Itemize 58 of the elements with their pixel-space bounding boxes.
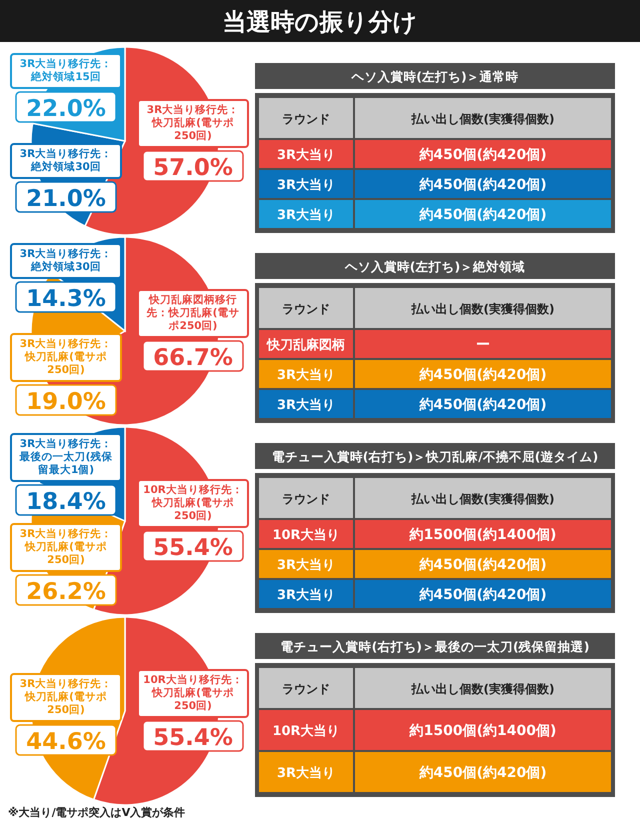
data-label: 57.0% xyxy=(153,155,233,181)
text: 快刀乱麻図柄 xyxy=(266,337,345,353)
slice-label: 3R大当り移行先：快刀乱麻(電サポ250回) xyxy=(10,333,122,382)
text: 3R大当り xyxy=(276,398,336,413)
text: 3R大当り xyxy=(276,368,336,383)
text: 約1500個(約1400個) xyxy=(408,723,556,739)
text: 3R大当り xyxy=(276,558,336,573)
text: 約450個(約420個) xyxy=(418,367,547,383)
slice-label: 10R大当り移行先：快刀乱麻(電サポ250回) xyxy=(137,479,249,528)
data-label: 18.4% xyxy=(26,489,106,515)
text: ラウンド xyxy=(282,302,330,316)
text: 約450個(約420個) xyxy=(418,177,547,193)
text: 3R大当り xyxy=(276,766,336,781)
slice-label: 3R大当り移行先：快刀乱麻(電サポ250回) xyxy=(137,99,249,148)
data-label: 55.4% xyxy=(153,535,233,561)
text: ー xyxy=(476,337,490,353)
text: ヘソ入賞時(左打ち)＞通常時 xyxy=(350,69,519,84)
slice-label: 3R大当り移行先：快刀乱麻(電サポ250回) xyxy=(10,523,122,572)
slice-label: 3R大当り移行先：絶対領域15回 xyxy=(10,53,122,89)
text: 電チュー入賞時(右打ち)＞最後の一太刀(残保留抽選) xyxy=(280,639,590,654)
text: 約450個(約420個) xyxy=(418,147,547,163)
slice-label: 10R大当り移行先：快刀乱麻(電サポ250回) xyxy=(137,669,249,718)
text: 払い出し個数(実獲得個数) xyxy=(410,302,554,316)
text: 約450個(約420個) xyxy=(418,587,547,603)
text: 約1500個(約1400個) xyxy=(408,527,556,543)
slice-label: 3R大当り移行先：絶対領域30回 xyxy=(10,143,122,179)
data-label: 22.0% xyxy=(26,96,106,122)
text: 払い出し個数(実獲得個数) xyxy=(410,112,554,126)
text: 電チュー入賞時(右打ち)＞快刀乱麻/不撓不屈(遊タイム) xyxy=(272,449,598,464)
text: ラウンド xyxy=(282,682,330,696)
data-label: 19.0% xyxy=(26,389,106,415)
data-label: 21.0% xyxy=(26,186,106,212)
data-label: 44.6% xyxy=(26,729,106,755)
data-label: 66.7% xyxy=(153,345,233,371)
text: 約450個(約420個) xyxy=(418,765,547,781)
text: 3R大当り xyxy=(276,178,336,193)
text: ※大当り/電サポ突入はV入賞が条件 xyxy=(8,806,186,819)
slice-label: 3R大当り移行先：最後の一太刀(残保留最大1個) xyxy=(10,433,122,482)
text: 払い出し個数(実獲得個数) xyxy=(410,492,554,506)
text: 3R大当り xyxy=(276,588,336,603)
data-label: 14.3% xyxy=(26,286,106,312)
slice-label: 快刀乱麻図柄移行先：快刀乱麻(電サポ250回) xyxy=(137,289,249,338)
text: ヘソ入賞時(左打ち)＞絶対領域 xyxy=(344,259,526,274)
text: 10R大当り xyxy=(272,724,340,739)
text: 3R大当り xyxy=(276,148,336,163)
text: 約450個(約420個) xyxy=(418,397,547,413)
text: 3R大当り xyxy=(276,208,336,223)
text: 当選時の振り分け xyxy=(222,8,418,36)
text: ラウンド xyxy=(282,112,330,126)
slice-label: 3R大当り移行先：快刀乱麻(電サポ250回) xyxy=(10,673,122,722)
text: 払い出し個数(実獲得個数) xyxy=(410,682,554,696)
text: 約450個(約420個) xyxy=(418,557,547,573)
data-label: 55.4% xyxy=(153,725,233,751)
text: 約450個(約420個) xyxy=(418,207,547,223)
text: 10R大当り xyxy=(272,528,340,543)
data-label: 26.2% xyxy=(26,579,106,605)
slice-label: 3R大当り移行先：絶対領域30回 xyxy=(10,243,122,279)
text: ラウンド xyxy=(282,492,330,506)
